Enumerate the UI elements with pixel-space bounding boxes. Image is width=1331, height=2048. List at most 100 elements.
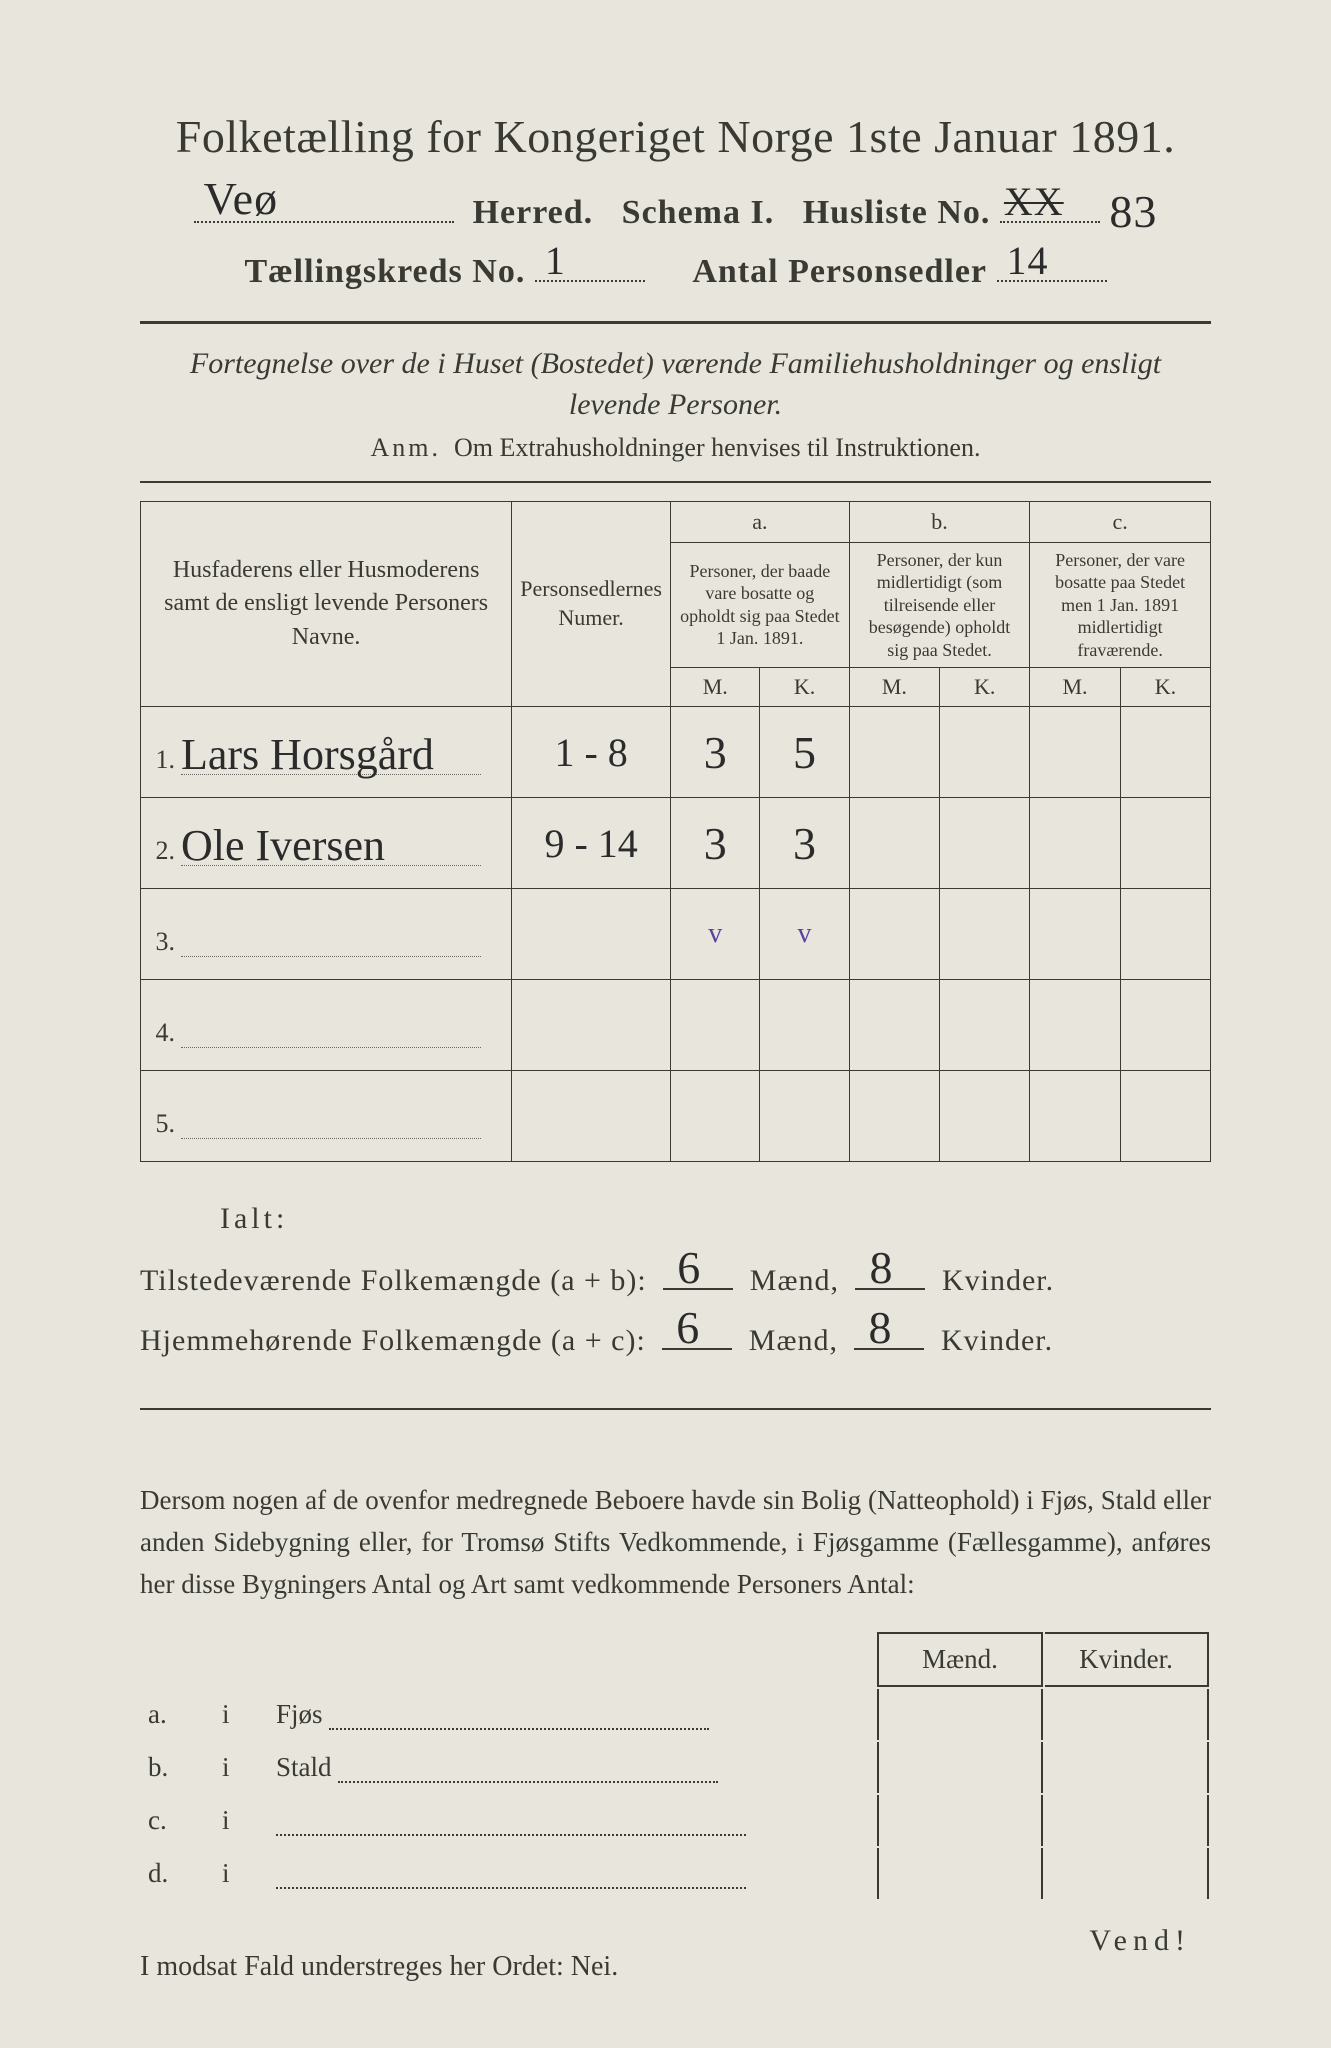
name-cell: 3.: [141, 889, 512, 980]
row-number: 1.: [149, 745, 175, 775]
cell-b_k: [940, 889, 1030, 980]
totals-line2-k-slot: 8: [854, 1312, 924, 1350]
table-row: 2.Ole Iversen9 - 1433: [141, 798, 1211, 889]
num-cell: [512, 1071, 671, 1162]
cell-a_k: 5: [760, 707, 849, 798]
num-cell: [512, 889, 671, 980]
row-number: 3.: [149, 927, 175, 957]
ialt-label: Ialt:: [220, 1202, 1211, 1236]
cell-a_m: [671, 1071, 760, 1162]
kvinder-label: Kvinder.: [942, 1264, 1054, 1297]
husliste-value: 83: [1109, 186, 1157, 237]
totals: Ialt: Tilstedeværende Folkemængde (a + b…: [140, 1202, 1211, 1358]
husliste-struck: XX: [1004, 179, 1064, 224]
side-key: b.: [142, 1742, 214, 1793]
side-k: [1045, 1848, 1209, 1899]
side-head-row: Mænd. Kvinder.: [142, 1632, 1209, 1687]
side-m: [877, 1742, 1043, 1793]
cell-c_k: [1120, 889, 1210, 980]
herred-value: Veø: [204, 172, 279, 225]
main-table: Husfaderens eller Husmoderens samt de en…: [140, 501, 1211, 1162]
c-k: K.: [1120, 668, 1210, 707]
side-i: i: [216, 1689, 268, 1740]
herred-slot: Veø: [194, 181, 454, 223]
name-value: Lars Horsgård: [181, 729, 434, 780]
personsedler-label: Antal Personsedler: [692, 253, 987, 290]
name-cell: 4.: [141, 980, 512, 1071]
vend: Vend!: [1089, 1924, 1191, 1958]
cell-b_k: [940, 980, 1030, 1071]
side-row: c.i: [142, 1795, 1209, 1846]
table-row: 5.: [141, 1071, 1211, 1162]
cell-c_m: [1030, 707, 1120, 798]
page-title: Folketælling for Kongeriget Norge 1ste J…: [140, 110, 1211, 163]
herred-label: Herred.: [473, 194, 594, 231]
a-m: M.: [671, 668, 760, 707]
kreds-slot: 1: [535, 240, 645, 282]
cell-b_m: [849, 1071, 939, 1162]
totals-line1-m-slot: 6: [663, 1252, 733, 1290]
subtitle: Fortegnelse over de i Huset (Bostedet) v…: [140, 344, 1211, 425]
cell-c_k: [1120, 1071, 1210, 1162]
cell-c_k: [1120, 980, 1210, 1071]
totals-line2-m-slot: 6: [662, 1312, 732, 1350]
b-m: M.: [849, 668, 939, 707]
subtitle-line2: levende Personer.: [569, 388, 782, 421]
maend-label-2: Mænd,: [749, 1324, 838, 1357]
cell-c_m: [1030, 889, 1120, 980]
divider-1: [140, 321, 1211, 324]
side-label-cell: Fjøs: [270, 1689, 875, 1740]
side-i: i: [216, 1848, 268, 1899]
side-kvinder: Kvinder.: [1045, 1632, 1209, 1687]
totals-line1: Tilstedeværende Folkemængde (a + b): 6 M…: [140, 1252, 1211, 1298]
side-key: d.: [142, 1848, 214, 1899]
totals-line2: Hjemmehørende Folkemængde (a + c): 6 Mæn…: [140, 1312, 1211, 1358]
num-cell: 9 - 14: [512, 798, 671, 889]
cell-c_k: [1120, 707, 1210, 798]
totals-line2-label: Hjemmehørende Folkemængde (a + c):: [140, 1324, 646, 1357]
side-key: a.: [142, 1689, 214, 1740]
name-value: Ole Iversen: [181, 820, 385, 871]
side-key: c.: [142, 1795, 214, 1846]
row-number: 5.: [149, 1109, 175, 1139]
kreds-value: 1: [545, 237, 566, 284]
c-m: M.: [1030, 668, 1120, 707]
totals-line1-label: Tilstedeværende Folkemængde (a + b):: [140, 1264, 647, 1297]
name-cell: 5.: [141, 1071, 512, 1162]
name-line: [181, 1003, 481, 1048]
cell-c_k: [1120, 798, 1210, 889]
table-body: 1.Lars Horsgård1 - 8352.Ole Iversen9 - 1…: [141, 707, 1211, 1162]
kvinder-label-2: Kvinder.: [941, 1324, 1053, 1357]
side-row: d.i: [142, 1848, 1209, 1899]
side-body: a.iFjøs b.iStald c.i d.i: [142, 1689, 1209, 1899]
cell-a_k: [760, 1071, 849, 1162]
anm-label: Anm.: [371, 433, 442, 462]
side-label-cell: Stald: [270, 1742, 875, 1793]
cell-b_m: [849, 798, 939, 889]
side-label-cell: [270, 1848, 875, 1899]
dot-fill: [338, 1761, 718, 1783]
side-k: [1045, 1742, 1209, 1793]
kreds-label: Tællingskreds No.: [244, 253, 525, 290]
side-k: [1045, 1795, 1209, 1846]
header-line-2: Veø Herred. Schema I. Husliste No. XX 83: [140, 181, 1211, 234]
cell-a_k: v: [760, 889, 849, 980]
totals-line1-k-slot: 8: [855, 1252, 925, 1290]
num-cell: 1 - 8: [512, 707, 671, 798]
name-line: Ole Iversen: [181, 821, 481, 866]
cell-a_k: 3: [760, 798, 849, 889]
side-m: [877, 1795, 1043, 1846]
side-label-cell: [270, 1795, 875, 1846]
table-row: 4.: [141, 980, 1211, 1071]
cell-a_m: v: [671, 889, 760, 980]
side-label: Stald: [276, 1752, 332, 1782]
cell-a_m: 3: [671, 707, 760, 798]
header-line-3: Tællingskreds No. 1 Antal Personsedler 1…: [140, 240, 1211, 291]
name-cell: 1.Lars Horsgård: [141, 707, 512, 798]
col-a-text: Personer, der baade vare bosatte og opho…: [671, 542, 850, 668]
cell-b_k: [940, 798, 1030, 889]
cell-a_m: [671, 980, 760, 1071]
anm-line: Anm. Om Extrahusholdninger henvises til …: [140, 433, 1211, 463]
census-form-page: Folketælling for Kongeriget Norge 1ste J…: [0, 0, 1331, 2048]
dot-fill: [276, 1814, 746, 1836]
